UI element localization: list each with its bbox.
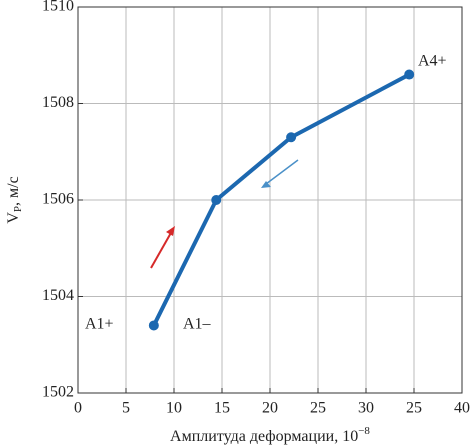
series-line: [152, 72, 411, 327]
y-tick-label: 1510: [42, 0, 74, 15]
y-axis-label-unit: , м/с: [5, 176, 22, 206]
x-tick-label: 5: [122, 400, 130, 417]
y-tick-label: 1502: [42, 384, 74, 401]
point: [148, 320, 159, 331]
y-axis-label: VP, м/с: [5, 176, 24, 223]
x-tick-label: 25: [310, 400, 326, 417]
arrow-up: [150, 230, 173, 269]
point: [286, 132, 297, 143]
x-tick-label: 30: [358, 400, 374, 417]
x-tick-label: 25: [406, 400, 422, 417]
x-axis-label-sup: −8: [358, 425, 370, 437]
y-tick-label: 1504: [42, 287, 74, 304]
x-tick-label: 0: [74, 400, 82, 417]
x-tick-label: 10: [166, 400, 182, 417]
point: [404, 69, 415, 80]
y-axis-label-text: V: [5, 212, 22, 224]
x-tick-label: 15: [214, 400, 230, 417]
arrow-head: [261, 181, 271, 188]
y-tick-label: 1508: [42, 94, 74, 111]
y-tick-label: 1506: [42, 191, 74, 208]
arrow-down: [265, 159, 299, 185]
x-tick-label: 40: [454, 400, 470, 417]
x-axis-label-text: Амплитуда деформации, 10: [170, 428, 358, 445]
y-axis-label-sub: P: [12, 206, 24, 212]
x-tick-label: 20: [262, 400, 278, 417]
grid: [77, 6, 463, 394]
x-axis-label: Амплитуда деформации, 10−8: [170, 425, 370, 445]
point: [211, 195, 222, 205]
annotation: A4+: [418, 53, 447, 70]
annotation: A1–: [183, 316, 212, 333]
annotation: A1+: [85, 316, 114, 333]
arrow-head: [166, 226, 175, 236]
